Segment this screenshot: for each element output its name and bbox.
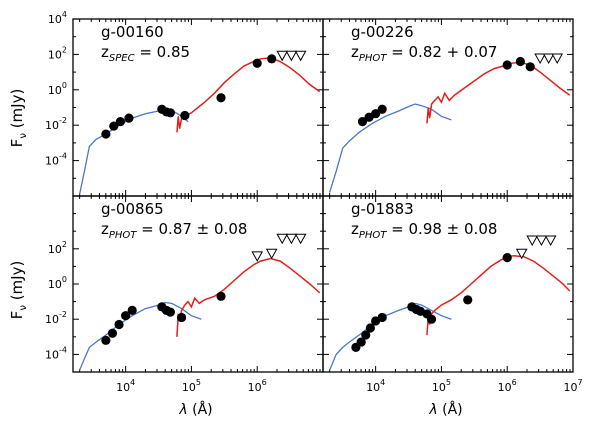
y-tick-label: 100 <box>48 275 67 291</box>
detection-point <box>180 110 190 121</box>
detection-point <box>101 335 111 345</box>
series-group <box>329 235 571 371</box>
detection-point <box>371 109 381 119</box>
upper-limit-marker <box>526 235 539 247</box>
x-tick-label: 105 <box>182 378 201 394</box>
upper-limit-marker <box>276 233 289 245</box>
upper-limit-marker <box>265 248 278 260</box>
stellar-curve <box>328 103 452 193</box>
y-tick-label: 10-2 <box>45 310 67 326</box>
x-tick-label: 104 <box>116 378 135 394</box>
stellar-curve <box>329 302 452 371</box>
y-tick-label: 10-2 <box>45 116 67 132</box>
y-tick-label: 10-4 <box>45 152 67 168</box>
upper-limit-marker <box>551 53 564 64</box>
detection-point <box>525 62 535 72</box>
detection-point <box>124 113 134 123</box>
upper-limit-marker <box>535 235 548 247</box>
panel-g-00865: 104 105 106 10-4 10-2 100 102 g-00865 zPHOT = 0.… <box>45 195 324 394</box>
upper-limit-marker <box>294 50 307 62</box>
detection-point <box>515 56 525 67</box>
upper-limit-marker <box>294 233 307 245</box>
detection-point <box>127 305 137 315</box>
detection-point <box>176 312 187 323</box>
x-tick-label: 105 <box>432 378 451 394</box>
detection-point <box>357 117 368 127</box>
y-tick-label: 104 <box>48 10 67 26</box>
y-tick-label: 100 <box>48 81 67 97</box>
x-tick-label: 107 <box>563 378 582 394</box>
detection-point <box>356 337 366 347</box>
y-axis-label-bottom: Fν (mJy) <box>8 261 29 320</box>
upper-limit-marker <box>544 235 557 247</box>
detection-point <box>114 319 124 330</box>
detection-point <box>252 58 262 68</box>
detection-point <box>216 291 226 301</box>
redshift-label: zPHOT = 0.98 ± 0.08 <box>351 220 497 241</box>
redshift-label: zSPEC = 0.85 <box>101 43 190 64</box>
x-axis-label-left: λ (Å) <box>178 401 212 418</box>
detection-point <box>502 253 512 263</box>
detection-point <box>365 323 375 333</box>
stellar-curve <box>78 107 189 195</box>
detection-point <box>502 60 512 70</box>
series-group <box>328 53 571 193</box>
panel-g-00226: g-00226 zPHOT = 0.82 + 0.07 <box>322 18 574 197</box>
y-tick-label: 102 <box>48 45 67 61</box>
upper-limit-marker <box>285 233 298 245</box>
detection-point <box>165 108 175 118</box>
upper-limit-marker <box>542 53 555 64</box>
dust-curve <box>176 57 321 133</box>
dust-curve <box>426 255 571 336</box>
upper-limit-marker <box>251 251 264 262</box>
redshift-label: zPHOT = 0.82 + 0.07 <box>351 43 497 64</box>
x-tick-label: 106 <box>248 378 267 394</box>
detection-point <box>426 314 437 324</box>
detection-point <box>463 295 473 305</box>
galaxy-id: g-01883 <box>351 200 414 218</box>
stellar-curve <box>79 301 202 371</box>
y-axis-label-top: Fν (mJy) <box>8 89 29 148</box>
detection-point <box>109 121 119 131</box>
upper-limit-marker <box>285 50 298 62</box>
detection-point <box>107 328 118 338</box>
series-group <box>78 50 321 195</box>
detection-point <box>377 312 387 323</box>
panel-g-00160: 10-4 10-2 100 102 104 g-00160 zSPEC = 0.85 <box>45 10 324 197</box>
upper-limit-marker <box>534 53 546 64</box>
detection-point <box>377 104 387 114</box>
galaxy-id: g-00226 <box>351 23 414 41</box>
x-tick-label: 104 <box>366 378 385 394</box>
detection-point <box>165 307 175 317</box>
y-tick-label: 102 <box>48 240 67 256</box>
upper-limit-marker <box>276 50 289 62</box>
x-tick-label: 106 <box>498 378 517 394</box>
detection-point <box>267 54 277 64</box>
redshift-label: zPHOT = 0.87 ± 0.08 <box>101 220 247 241</box>
panel-g-01883: 104 105 106 107 g-01883 zPHOT = 0.98 ± 0.08 <box>322 195 583 394</box>
upper-limit-marker <box>515 248 528 260</box>
detection-point <box>121 311 131 321</box>
detection-point <box>101 129 111 139</box>
panel-frame <box>322 195 574 373</box>
detection-point <box>361 330 371 340</box>
y-tick-label: 10-4 <box>45 345 67 361</box>
x-axis-label-right: λ (Å) <box>428 401 462 418</box>
detection-point <box>115 117 125 127</box>
dust-curve <box>426 61 571 124</box>
galaxy-id: g-00160 <box>101 23 164 41</box>
series-group <box>79 233 321 371</box>
dust-curve <box>176 257 321 337</box>
detection-point <box>216 93 226 103</box>
galaxy-id: g-00865 <box>101 200 164 218</box>
